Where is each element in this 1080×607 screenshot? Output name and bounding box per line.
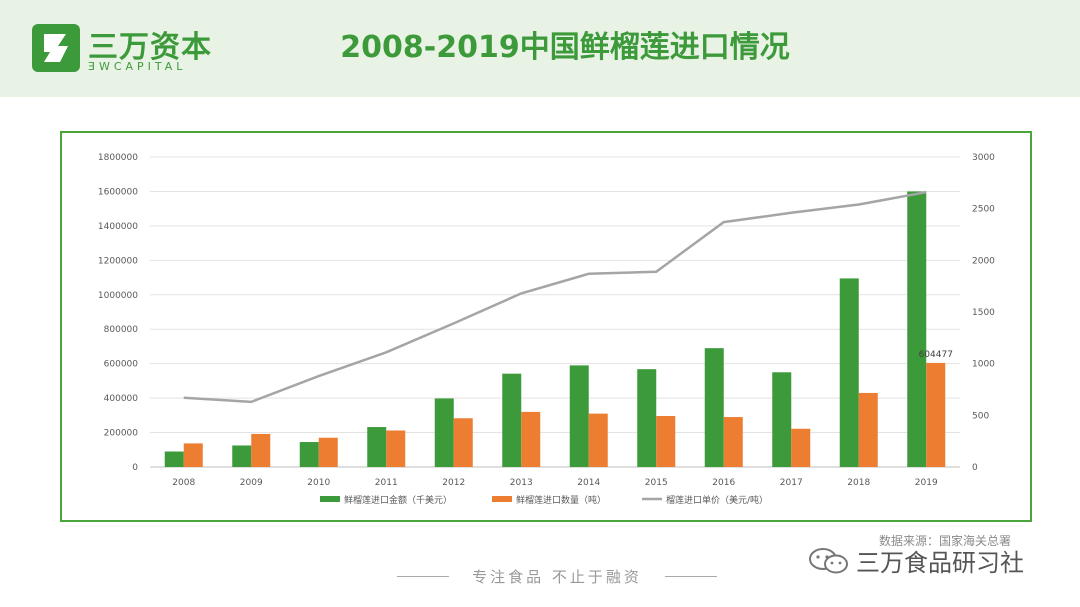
left-axis-tick-label: 1200000 <box>98 256 138 266</box>
bar-import-value <box>232 445 252 467</box>
slogan-right-divider <box>665 576 717 577</box>
right-axis-tick-label: 1500 <box>972 308 995 318</box>
bar-import-quantity <box>926 362 946 467</box>
legend-label: 鲜榴莲进口数量（吨） <box>516 494 606 506</box>
x-axis-tick-label: 2010 <box>307 478 330 488</box>
bar-import-quantity <box>723 417 743 467</box>
bar-import-value <box>907 191 927 467</box>
logo-english-name: ƎWCAPITAL <box>88 60 187 73</box>
legend-swatch <box>320 496 340 502</box>
bar-import-quantity <box>588 413 608 467</box>
right-axis-tick-label: 500 <box>972 411 989 421</box>
header-band: 三万资本 ƎWCAPITAL 2008-2019中国鲜榴莲进口情况 <box>0 0 1080 97</box>
bar-import-quantity <box>791 428 811 467</box>
left-axis-tick-label: 600000 <box>104 360 139 370</box>
bar-import-quantity <box>318 437 338 467</box>
right-axis-tick-label: 2000 <box>972 256 995 266</box>
bar-import-value <box>704 348 724 467</box>
bar-import-value <box>569 365 589 467</box>
left-axis-tick-label: 1600000 <box>98 187 138 197</box>
bar-import-value <box>299 442 319 467</box>
x-axis-tick-label: 2017 <box>780 478 803 488</box>
data-source-note: 数据来源：国家海关总署 <box>879 534 1012 548</box>
bar-import-value <box>434 398 454 467</box>
page-title: 2008-2019中国鲜榴莲进口情况 <box>340 30 790 65</box>
x-axis-tick-label: 2018 <box>847 478 870 488</box>
bar-import-value <box>367 427 387 467</box>
right-axis-tick-label: 0 <box>972 463 978 473</box>
x-axis-tick-label: 2019 <box>915 478 938 488</box>
left-axis-tick-label: 400000 <box>104 394 139 404</box>
x-axis-tick-label: 2013 <box>510 478 533 488</box>
x-axis-tick-label: 2011 <box>375 478 398 488</box>
bar-import-quantity <box>521 411 541 467</box>
wechat-icon <box>809 548 848 574</box>
company-logo: 三万资本 ƎWCAPITAL <box>30 22 230 78</box>
bar-import-quantity <box>183 443 203 467</box>
data-label: 604477 <box>919 350 953 360</box>
logo-chinese-name: 三万资本 <box>88 30 212 65</box>
x-axis-tick-label: 2014 <box>577 478 600 488</box>
watermark-text: 三万食品研习社 <box>856 549 1024 577</box>
x-axis-tick-label: 2012 <box>442 478 465 488</box>
left-axis-tick-label: 0 <box>132 463 138 473</box>
bar-import-quantity <box>453 418 473 467</box>
legend-label: 榴莲进口单价（美元/吨） <box>666 494 768 506</box>
x-axis-tick-label: 2009 <box>240 478 263 488</box>
bar-import-quantity <box>386 430 406 467</box>
bar-import-quantity <box>656 416 676 467</box>
left-axis-tick-label: 1800000 <box>98 153 138 163</box>
slogan-left-divider <box>397 576 449 577</box>
logo-mark-icon <box>32 24 80 72</box>
chart-svg: 0 200000 400000 600000 800000 1000000 1200000 1… <box>98 153 995 506</box>
slogan-text: 专注食品 不止于融资 <box>472 568 642 586</box>
legend-label: 鲜榴莲进口金额（千美元） <box>344 494 452 506</box>
bar-import-quantity <box>858 392 878 467</box>
left-axis-tick-label: 1400000 <box>98 222 138 232</box>
x-axis-tick-label: 2015 <box>645 478 668 488</box>
x-axis-tick-label: 2016 <box>712 478 735 488</box>
right-axis-tick-label: 3000 <box>972 153 995 163</box>
footer-slogan: 专注食品 不止于融资 <box>397 566 717 586</box>
x-axis-tick-label: 2008 <box>172 478 195 488</box>
bar-import-value <box>502 373 522 467</box>
left-axis-tick-label: 1000000 <box>98 291 138 301</box>
right-axis-tick-label: 1000 <box>972 360 995 370</box>
right-axis-tick-label: 2500 <box>972 205 995 215</box>
bar-import-quantity <box>251 433 271 467</box>
legend-swatch <box>492 496 512 502</box>
bar-import-value <box>772 372 792 467</box>
left-axis-tick-label: 200000 <box>104 429 139 439</box>
line-unit-price <box>183 190 927 404</box>
chart-frame: 0 200000 400000 600000 800000 1000000 1200000 1… <box>60 131 1032 522</box>
bar-import-value <box>839 278 859 467</box>
left-axis-tick-label: 800000 <box>104 325 139 335</box>
bar-import-value <box>164 451 184 467</box>
bar-import-value <box>637 369 657 467</box>
